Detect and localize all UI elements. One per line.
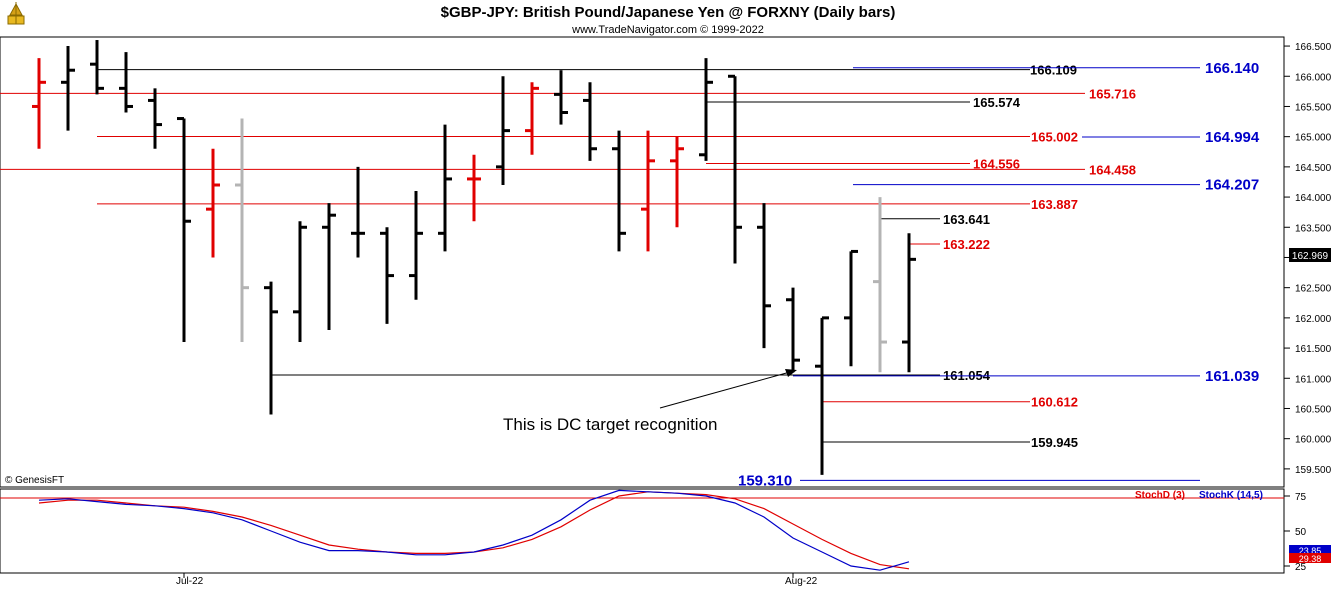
price-tick-label: 164.000: [1295, 193, 1332, 204]
ohlc-bar: [670, 136, 684, 228]
ohlc-bar: [351, 166, 365, 258]
stoch-tick-label: 75: [1295, 492, 1307, 503]
ohlc-bar: [902, 233, 916, 373]
ohlc-bar: [757, 203, 771, 349]
ohlc-bar: [641, 130, 655, 252]
ohlc-bar: [61, 46, 75, 131]
level-label: 159.945: [1031, 435, 1078, 450]
ohlc-bar: [380, 227, 394, 324]
price-tick-label: 165.500: [1295, 102, 1332, 113]
stoch-k-legend: StochK (14,5): [1199, 490, 1263, 501]
price-tick-label: 160.000: [1295, 435, 1332, 446]
ohlc-bar: [815, 316, 829, 475]
level-label: 164.556: [973, 156, 1020, 171]
ohlc-bar: [32, 58, 46, 149]
ohlc-bar: [554, 70, 568, 125]
genesis-logo: [7, 2, 25, 25]
price-tick-label: 166.500: [1295, 42, 1332, 53]
level-label: 161.039: [1205, 368, 1259, 385]
ohlc-bar: [293, 221, 307, 343]
level-label: 165.574: [973, 95, 1021, 110]
price-tick-label: 162.000: [1295, 314, 1332, 325]
level-label: 164.207: [1205, 177, 1259, 194]
level-label: 166.109: [1030, 63, 1077, 78]
stoch-d-value: 29.38: [1299, 554, 1322, 564]
level-label: 165.002: [1031, 130, 1078, 145]
stoch-k-line: [38, 489, 910, 571]
ohlc-bar: [844, 249, 858, 367]
ohlc-bar: [90, 40, 104, 95]
chart-title: $GBP-JPY: British Pound/Japanese Yen @ F…: [441, 4, 896, 21]
level-label: 159.310: [738, 472, 792, 489]
ohlc-bar: [525, 82, 539, 155]
current-price-label: 162.969: [1292, 251, 1329, 262]
annotation-arrow: [659, 369, 797, 409]
ohlc-bar: [873, 197, 887, 373]
watermark: © GenesisFT: [5, 475, 64, 486]
ohlc-bar: [148, 88, 162, 149]
stoch-tick-label: 25: [1295, 562, 1307, 573]
ohlc-bar: [438, 124, 452, 252]
level-label: 160.612: [1031, 395, 1078, 410]
date-label: Aug-22: [785, 576, 818, 587]
level-label: 165.716: [1089, 86, 1136, 101]
ohlc-bar: [699, 58, 713, 161]
ohlc-bar: [583, 82, 597, 161]
level-label: 163.222: [943, 237, 990, 252]
ohlc-bar: [612, 130, 626, 252]
level-label: 163.887: [1031, 197, 1078, 212]
price-tick-label: 162.500: [1295, 284, 1332, 295]
price-tick-label: 163.500: [1295, 223, 1332, 234]
level-label: 164.458: [1089, 162, 1136, 177]
ohlc-bar: [264, 281, 278, 415]
ohlc-bar: [496, 76, 510, 185]
price-tick-label: 164.500: [1295, 163, 1332, 174]
price-tick-label: 159.500: [1295, 465, 1332, 476]
ohlc-bar: [177, 117, 191, 343]
stochastic-axis: 75 50 25: [1284, 492, 1307, 573]
ohlc-bar: [728, 74, 742, 264]
ohlc-bar: [786, 287, 800, 373]
price-tick-label: 166.000: [1295, 72, 1332, 83]
ohlc-bar: [467, 154, 481, 222]
ohlc-bars: [32, 40, 916, 475]
stoch-d-legend: StochD (3): [1135, 490, 1185, 501]
ohlc-bar: [235, 118, 249, 343]
current-price-badge: 162.969: [1289, 248, 1331, 262]
target-levels: 166.109 166.140 165.716 165.574 165.002 164.9…: [0, 60, 1260, 489]
ohlc-bar: [322, 203, 336, 330]
annotation-text: This is DC target recognition: [503, 415, 717, 434]
stoch-value-badges: 23.85 29.38: [1289, 545, 1331, 564]
level-label: 163.641: [943, 212, 990, 227]
ohlc-bar: [206, 148, 220, 258]
price-tick-label: 165.000: [1295, 133, 1332, 144]
level-label: 166.140: [1205, 60, 1259, 77]
price-tick-label: 161.000: [1295, 374, 1332, 385]
stoch-tick-label: 50: [1295, 527, 1307, 538]
price-tick-label: 161.500: [1295, 344, 1332, 355]
ohlc-bar: [119, 52, 133, 113]
chart-subtitle: www.TradeNavigator.com © 1999-2022: [571, 24, 764, 36]
date-label: Jul-22: [176, 576, 204, 587]
price-tick-label: 160.500: [1295, 404, 1332, 415]
level-label: 164.994: [1205, 129, 1260, 146]
ohlc-bar: [409, 191, 423, 300]
stoch-k-value: 23.85: [1299, 546, 1322, 556]
date-axis: Jul-22 Aug-22: [176, 573, 818, 587]
